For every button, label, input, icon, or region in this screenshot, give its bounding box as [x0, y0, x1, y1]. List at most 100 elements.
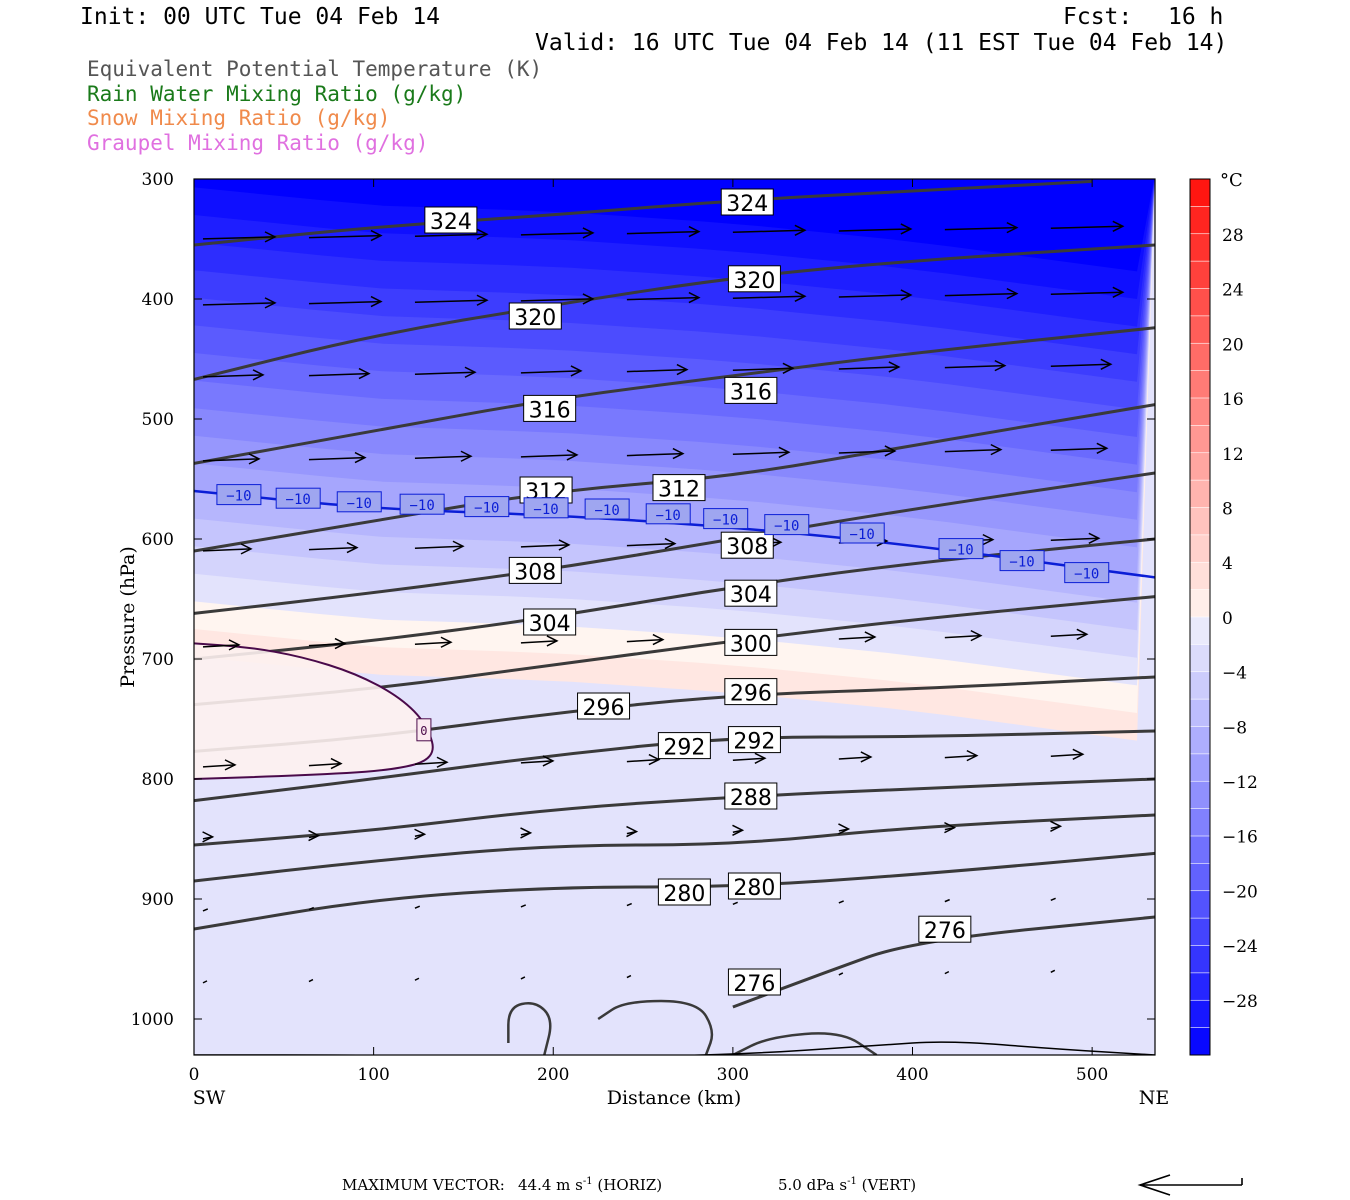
isotherm-label-box [399, 493, 445, 515]
wind-vector [308, 456, 365, 461]
theta-e-contour-284 [194, 813, 1155, 883]
colorbar-swatch [1189, 644, 1211, 673]
init-time: Init: 00 UTC Tue 04 Feb 14 [80, 4, 441, 30]
wind-vector-head [452, 540, 465, 552]
legend-snow: Snow Mixing Ratio (g/kg) [87, 106, 391, 130]
forecast-hour-value: 16 h [1168, 4, 1224, 30]
wind-vector-head [346, 541, 359, 554]
wind-vector [838, 636, 875, 640]
isotherm-label-box [216, 484, 262, 506]
colorbar-swatch [1189, 863, 1211, 892]
wind-vector-head [732, 824, 745, 836]
wind-vector [626, 542, 675, 547]
wind-vector [1050, 363, 1111, 368]
wind-vector-head [688, 225, 701, 238]
wind-vector [838, 294, 911, 298]
theta-e-label-box [720, 188, 774, 216]
vert-unit: (VERT) [861, 1176, 917, 1194]
wind-vector [626, 296, 699, 301]
wind-vector-head [558, 539, 571, 551]
wind-vector-head [676, 363, 689, 376]
theta-e-label: 296 [583, 696, 625, 721]
colorbar-swatch [1189, 507, 1211, 536]
colorbar-swatch [1189, 945, 1211, 974]
wind-vector-head [652, 633, 665, 646]
wind-vector-head [794, 290, 807, 302]
colorbar-swatch [1189, 534, 1211, 564]
wind-vector [202, 548, 252, 552]
wind-vector-head [308, 829, 321, 842]
theta-e-label-box [724, 579, 778, 607]
x-tick-label: 400 [896, 1065, 928, 1085]
theta-e-label-box [724, 782, 778, 810]
valid-time: Valid: 16 UTC Tue 04 Feb 14 (11 EST Tue … [535, 30, 1228, 56]
wind-vector-head [464, 366, 477, 378]
wind-vector [838, 972, 844, 976]
isotherm-label: −10 [347, 496, 372, 512]
wind-vector-head [1072, 748, 1085, 760]
wind-vector-head [566, 449, 579, 461]
theta-e-label-box [523, 608, 577, 636]
theta-e-label: 292 [733, 730, 775, 755]
surface-contour [732, 1032, 878, 1055]
theta-e-label: 316 [529, 398, 571, 423]
theta-e-label-box [657, 878, 711, 906]
wind-vector [202, 980, 208, 984]
wind-vector-head [664, 537, 677, 550]
wind-vector [308, 906, 315, 911]
max-vert-vector: 5.0 dPa s-1 (VERT) [778, 1176, 916, 1194]
theta-e-label: 280 [733, 876, 775, 901]
colorbar-unit: °C [1220, 170, 1243, 191]
wind-vector-head [626, 825, 639, 838]
wind-vector-head [224, 759, 237, 771]
isotherm-label-box [839, 522, 885, 544]
wind-vector [626, 368, 687, 373]
wind-vector [520, 232, 593, 236]
freezing-label: 0 [420, 724, 427, 738]
wind-vector [944, 448, 1001, 453]
wind-vector [944, 754, 977, 759]
colorbar-swatch [1189, 753, 1211, 783]
wind-vector-head [542, 755, 555, 767]
isotherm-label-box [584, 498, 630, 520]
theta-e-contour-280 [194, 851, 1155, 931]
colorbar-frame [1189, 178, 1211, 1056]
wind-vector-head [370, 295, 383, 308]
wind-vector-head [944, 821, 957, 834]
theta-e-label: 320 [514, 306, 556, 331]
theta-e-label-box [727, 726, 781, 754]
colorbar-swatch [1189, 479, 1211, 509]
wind-vector [414, 905, 421, 909]
wind-vector [202, 236, 276, 240]
wind-vector [202, 908, 209, 912]
wind-vector [838, 450, 895, 454]
wind-vector-head [688, 291, 701, 304]
wind-vector-head [1006, 221, 1019, 234]
wind-vector [520, 544, 569, 548]
wind-vector [732, 901, 738, 905]
wind-vector-head [794, 224, 807, 236]
wind-vector-head [1096, 442, 1109, 454]
wind-vector-head [672, 447, 685, 460]
wind-vector-head [440, 636, 453, 648]
colorbar-swatch [1189, 972, 1211, 1002]
wind-vector [732, 451, 789, 456]
colorbar-swatch [1189, 1027, 1211, 1056]
theta-e-label-box [727, 968, 781, 996]
colorbar-swatch [1189, 260, 1211, 290]
wind-vector [1050, 225, 1123, 230]
colorbar-swatch [1189, 589, 1211, 618]
x-tick-label: 200 [537, 1065, 569, 1085]
wind-vector-head [476, 228, 489, 240]
colorbar-tick-label: 24 [1222, 281, 1244, 301]
wind-vector [202, 764, 236, 768]
wind-vector [520, 760, 553, 764]
wind-vector [520, 904, 527, 908]
legend-theta-e: Equivalent Potential Temperature (K) [87, 57, 543, 81]
isotherm-label: −10 [656, 508, 681, 524]
y-tick-label: 300 [142, 170, 174, 190]
wind-vector-head [990, 443, 1003, 456]
wind-vector-head [648, 753, 661, 766]
colorbar-tick-label: 28 [1222, 226, 1244, 246]
wind-vector-head [966, 749, 979, 762]
